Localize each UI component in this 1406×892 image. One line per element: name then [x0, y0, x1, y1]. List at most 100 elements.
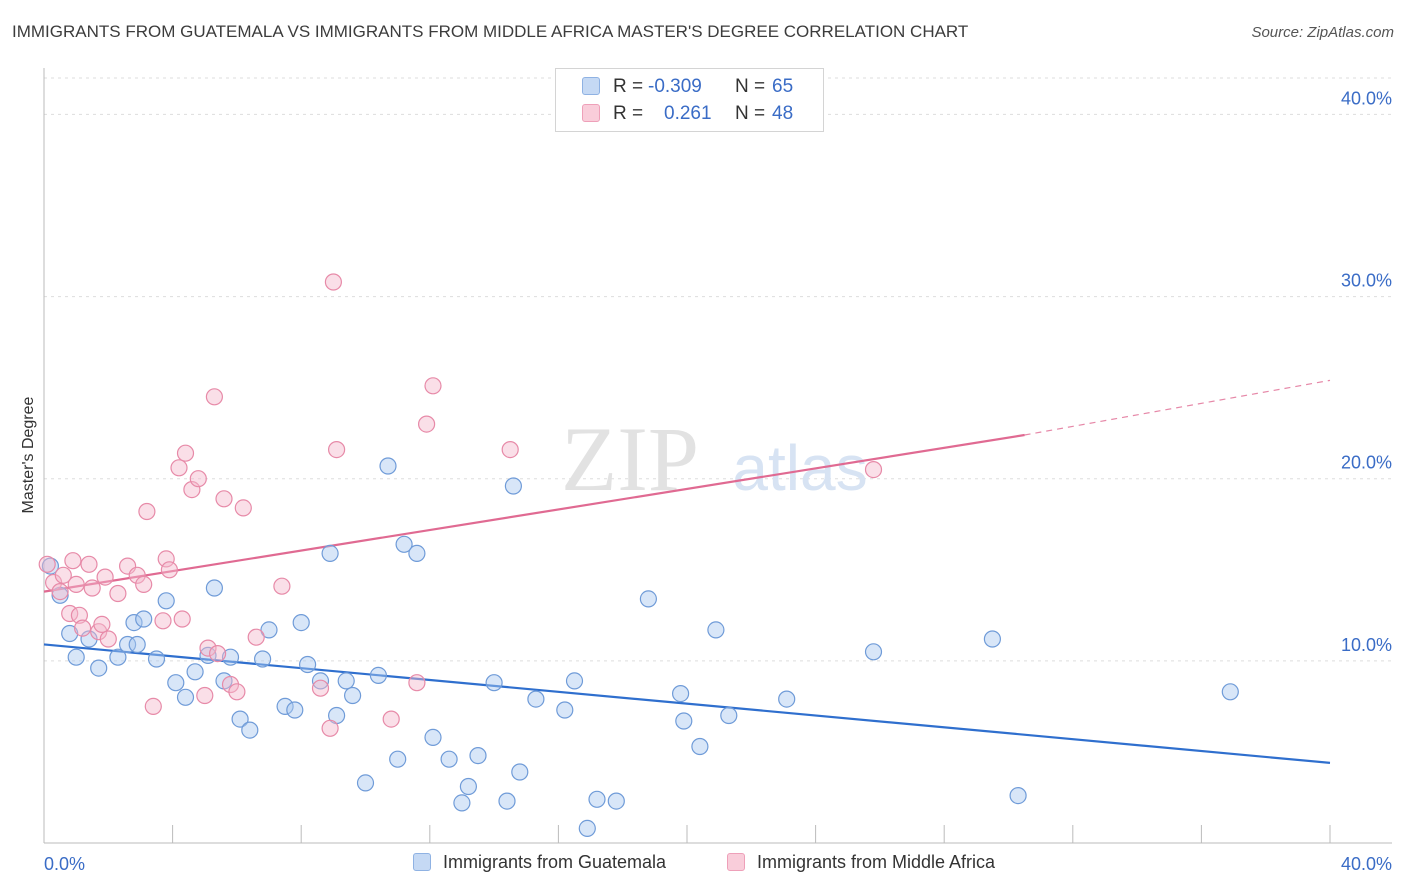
watermark: ZIP atlas	[561, 408, 868, 510]
guatemala-point	[671, 684, 690, 703]
y-tick-label: 40.0%	[1341, 88, 1392, 108]
guatemala-point	[691, 737, 709, 756]
africa-point	[183, 481, 201, 499]
axes	[43, 68, 1392, 844]
grid-lines	[44, 77, 1392, 662]
africa-point	[408, 674, 426, 692]
guatemala-point	[337, 672, 355, 690]
africa-stat-swatch	[582, 104, 600, 122]
africa-point	[73, 619, 92, 637]
guatemala-n-value: 65	[772, 76, 794, 97]
y-tick-label: 10.0%	[1341, 635, 1392, 655]
africa-r-value: 0.261	[664, 103, 712, 124]
guatemala-point	[356, 774, 375, 792]
watermark-atlas: atlas	[732, 432, 867, 504]
africa-point	[83, 579, 101, 597]
africa-r-label: R =	[613, 103, 644, 124]
x-tick-label-max: 40.0%	[1341, 854, 1392, 874]
guatemala-point	[276, 697, 294, 716]
guatemala-point	[424, 728, 442, 747]
guatemala-r-value: -0.309	[648, 76, 702, 97]
africa-point	[64, 552, 82, 570]
africa-point	[157, 550, 175, 568]
guatemala-point	[67, 648, 85, 666]
africa-point	[38, 555, 56, 573]
guatemala-point	[440, 750, 458, 768]
tick-labels: 10.0% 20.0% 30.0% 40.0% 0.0% 40.0%	[44, 88, 1392, 874]
guatemala-point	[459, 777, 477, 796]
africa-point	[321, 719, 339, 737]
chart-title: IMMIGRANTS FROM GUATEMALA VS IMMIGRANTS …	[12, 22, 969, 41]
stats-legend: R = -0.309 N = 65 R = 0.261 N = 48	[555, 68, 824, 132]
africa-point	[44, 573, 63, 592]
africa-point	[418, 415, 436, 433]
guatemala-point	[556, 701, 574, 719]
guatemala-n-label: N =	[735, 76, 766, 97]
africa-point	[135, 575, 153, 594]
guatemala-point	[231, 710, 249, 728]
guatemala-point	[1009, 786, 1027, 805]
africa-point	[51, 582, 69, 601]
guatemala-point	[344, 686, 362, 705]
africa-n-label: N =	[735, 103, 766, 124]
guatemala-point	[864, 643, 883, 661]
africa-point	[176, 444, 195, 462]
guatemala-point	[504, 477, 523, 495]
guatemala-point	[778, 690, 796, 708]
guatemala-point	[453, 794, 471, 812]
guatemala-point	[254, 650, 272, 668]
africa-point	[424, 377, 442, 395]
guatemala-point	[90, 659, 108, 677]
guatemala-point	[186, 663, 204, 681]
guatemala-point	[125, 613, 143, 632]
guatemala-point	[588, 790, 606, 808]
data-points	[38, 273, 1239, 838]
guatemala-stat-swatch	[582, 77, 600, 95]
guatemala-point	[498, 792, 516, 810]
guatemala-point	[675, 712, 693, 730]
africa-point	[209, 644, 227, 663]
africa-point	[247, 628, 265, 646]
africa-point	[234, 499, 252, 517]
guatemala-point	[321, 544, 339, 563]
guatemala-point	[221, 648, 240, 666]
guatemala-point	[109, 648, 127, 666]
guatemala-point	[61, 624, 79, 643]
guatemala-point	[128, 635, 146, 654]
africa-point	[196, 686, 214, 705]
legend-guatemala-label: Immigrants from Guatemala	[443, 852, 667, 872]
guatemala-point	[157, 592, 175, 610]
guatemala-point	[469, 746, 487, 765]
guatemala-point	[379, 457, 397, 475]
guatemala-point	[118, 635, 137, 654]
africa-point	[273, 577, 291, 595]
africa-point	[228, 683, 246, 701]
africa-point	[170, 459, 188, 477]
guatemala-point	[241, 721, 259, 739]
legend-guatemala-swatch	[413, 853, 431, 871]
africa-point	[382, 710, 400, 728]
africa-point	[864, 461, 883, 479]
africa-point	[173, 610, 191, 628]
guatemala-point	[292, 613, 310, 632]
guatemala-point	[395, 535, 413, 553]
guatemala-point	[578, 819, 596, 838]
africa-point	[501, 441, 519, 459]
africa-point	[144, 697, 162, 716]
africa-point	[205, 388, 223, 406]
y-axis-label: Master's Degree	[20, 396, 37, 513]
africa-point	[93, 615, 111, 634]
africa-point	[109, 584, 127, 603]
guatemala-point	[607, 792, 625, 810]
y-tick-label: 30.0%	[1341, 271, 1392, 291]
guatemala-point	[311, 672, 330, 690]
africa-point	[54, 566, 72, 584]
legend-africa-label: Immigrants from Middle Africa	[757, 852, 996, 872]
watermark-zip: ZIP	[561, 408, 699, 510]
guatemala-point	[511, 763, 529, 781]
guatemala-point	[299, 655, 317, 674]
africa-trend-extension	[1024, 379, 1331, 436]
africa-point	[324, 273, 342, 291]
guatemala-point	[485, 674, 503, 692]
africa-point	[154, 612, 172, 630]
